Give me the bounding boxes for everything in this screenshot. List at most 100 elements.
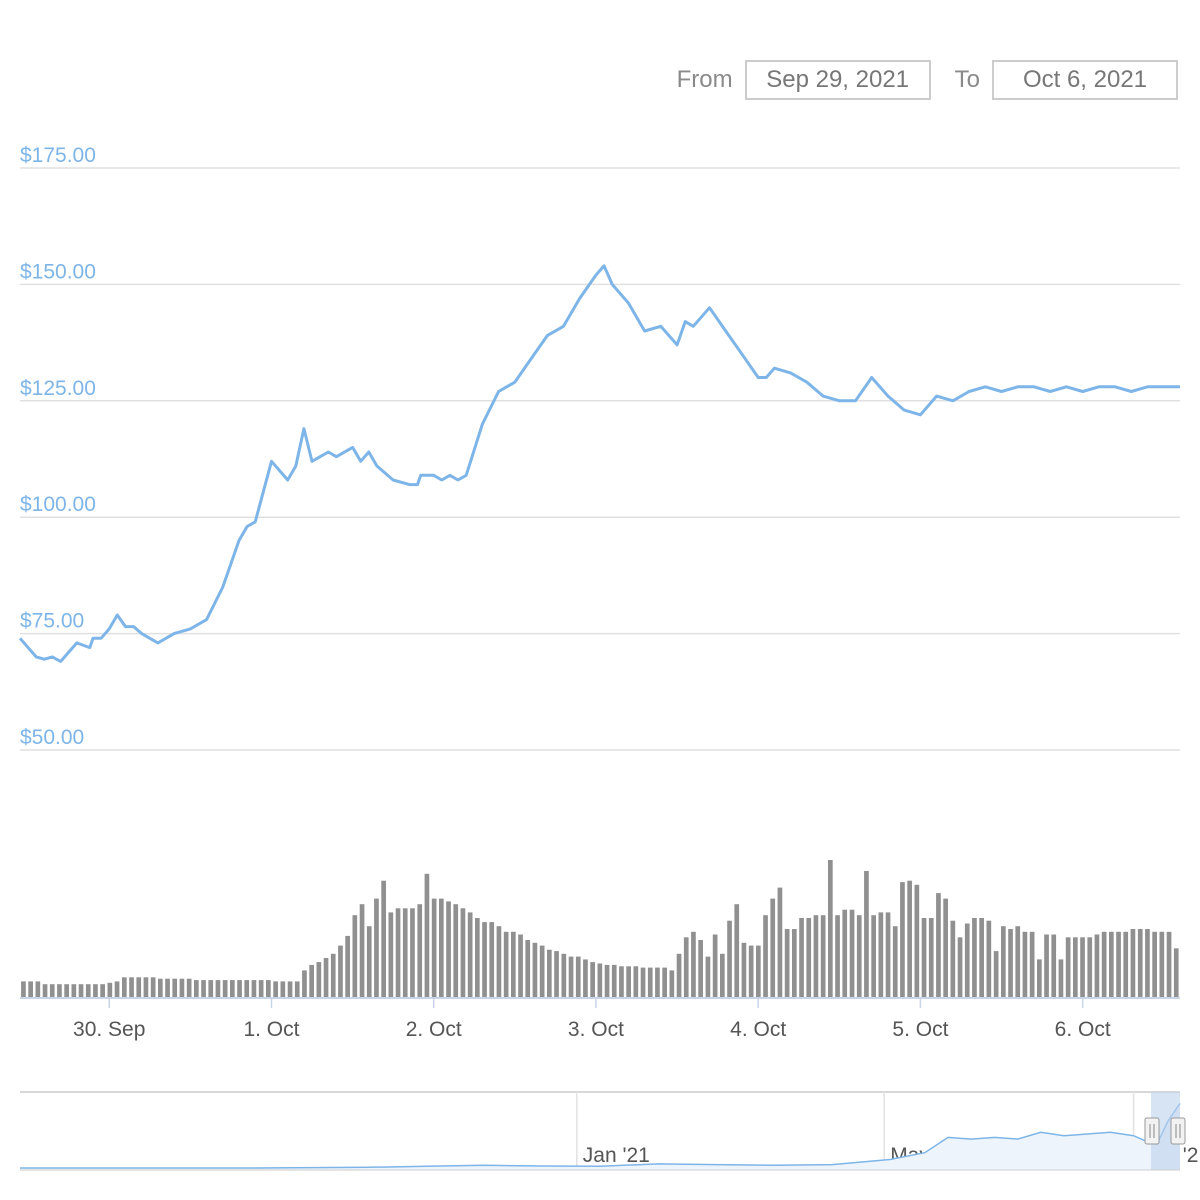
volume-bar	[446, 901, 451, 998]
volume-bar	[323, 958, 329, 998]
volume-bar	[741, 942, 747, 998]
volume-bar	[871, 915, 876, 998]
volume-bar	[885, 912, 891, 998]
volume-bar	[467, 912, 473, 998]
navigator-left-handle[interactable]	[1144, 1117, 1160, 1145]
volume-bar	[287, 981, 293, 998]
volume-bar	[453, 904, 459, 998]
volume-bar	[374, 898, 379, 998]
volume-bar	[482, 922, 487, 998]
volume-bar	[266, 980, 271, 998]
y-tick-label: $100.00	[20, 493, 96, 516]
volume-bar	[129, 977, 134, 998]
x-tick-label: 4. Oct	[730, 1018, 786, 1041]
to-label: To	[954, 66, 980, 93]
volume-bar	[1051, 934, 1057, 998]
volume-bar	[1109, 931, 1114, 998]
volume-bar	[900, 882, 905, 998]
volume-bar	[683, 937, 689, 998]
volume-bar	[979, 918, 984, 998]
volume-bar	[662, 967, 667, 998]
volume-bar	[957, 937, 963, 998]
volume-bar	[539, 945, 545, 998]
x-tick-label: 2. Oct	[406, 1018, 462, 1041]
volume-bar	[489, 922, 495, 998]
volume-bar	[359, 904, 365, 998]
volume-bar	[640, 967, 646, 998]
volume-bar	[633, 966, 639, 998]
from-label: From	[676, 66, 733, 93]
volume-bar	[1166, 931, 1172, 998]
volume-bar	[676, 953, 682, 998]
x-tick-label: 3. Oct	[568, 1018, 624, 1041]
volume-bar	[496, 926, 502, 998]
volume-bar	[964, 923, 970, 998]
volume-bar	[172, 978, 178, 998]
volume-bar	[864, 871, 869, 998]
volume-bar	[1015, 926, 1021, 998]
volume-bar	[1173, 948, 1179, 998]
volume-bar	[1001, 926, 1006, 998]
volume-bar	[280, 981, 286, 998]
volume-bar	[784, 929, 790, 998]
volume-bar	[561, 953, 567, 998]
volume-bar	[849, 909, 855, 998]
volume-bar	[799, 918, 804, 998]
navigator-right-handle[interactable]	[1170, 1117, 1186, 1145]
volume-bar	[1029, 931, 1035, 998]
volume-bar	[993, 951, 999, 998]
x-tick-label: 30. Sep	[73, 1018, 145, 1041]
volume-bar	[583, 959, 588, 998]
volume-bar	[763, 915, 768, 998]
volume-bar	[388, 912, 394, 998]
volume-bar	[820, 915, 826, 998]
volume-bar	[943, 898, 948, 998]
volume-bar	[647, 967, 653, 998]
volume-bar	[1065, 937, 1071, 998]
volume-bar	[525, 940, 531, 998]
volume-bar	[928, 918, 934, 998]
volume-bar	[597, 963, 603, 998]
volume-bar	[705, 956, 711, 998]
volume-bar	[698, 940, 703, 998]
volume-bar	[1101, 931, 1107, 998]
to-date-input[interactable]: Oct 6, 2021	[992, 60, 1178, 100]
date-range-selector: From Sep 29, 2021 To Oct 6, 2021	[677, 60, 1178, 100]
volume-bar	[215, 980, 221, 998]
volume-bar	[57, 984, 62, 998]
volume-bar	[921, 918, 927, 998]
volume-bar	[1137, 929, 1143, 998]
volume-bar	[208, 980, 214, 998]
from-date-input[interactable]: Sep 29, 2021	[744, 60, 931, 100]
volume-bar	[338, 945, 343, 998]
volume-bar	[532, 942, 538, 998]
x-tick-label: 6. Oct	[1055, 1018, 1111, 1041]
volume-bar	[28, 981, 33, 998]
volume-bar	[619, 966, 624, 998]
volume-bar	[936, 893, 941, 998]
volume-bar	[395, 908, 401, 998]
volume-bar	[1094, 934, 1100, 998]
navigator-tick-label: Jan '21	[583, 1144, 650, 1167]
volume-bar	[93, 984, 98, 998]
volume-bar	[150, 977, 156, 998]
volume-bar	[777, 887, 783, 998]
volume-bar	[1116, 931, 1121, 998]
volume-bar	[330, 953, 336, 998]
volume-bar	[64, 984, 69, 998]
volume-bar	[1044, 934, 1049, 998]
volume-bar	[294, 981, 300, 998]
volume-bar	[222, 980, 228, 998]
volume-bar	[511, 931, 516, 998]
volume-bar	[712, 934, 718, 998]
volume-bar	[1073, 937, 1078, 998]
volume-bar	[828, 860, 833, 998]
volume-bar	[179, 978, 185, 998]
volume-bar	[424, 873, 430, 998]
volume-bar	[78, 984, 84, 998]
volume-bar	[439, 898, 444, 998]
volume-bar	[352, 915, 358, 998]
volume-bar	[460, 908, 466, 998]
volume-bar	[986, 920, 992, 998]
y-tick-label: $175.00	[20, 144, 96, 167]
